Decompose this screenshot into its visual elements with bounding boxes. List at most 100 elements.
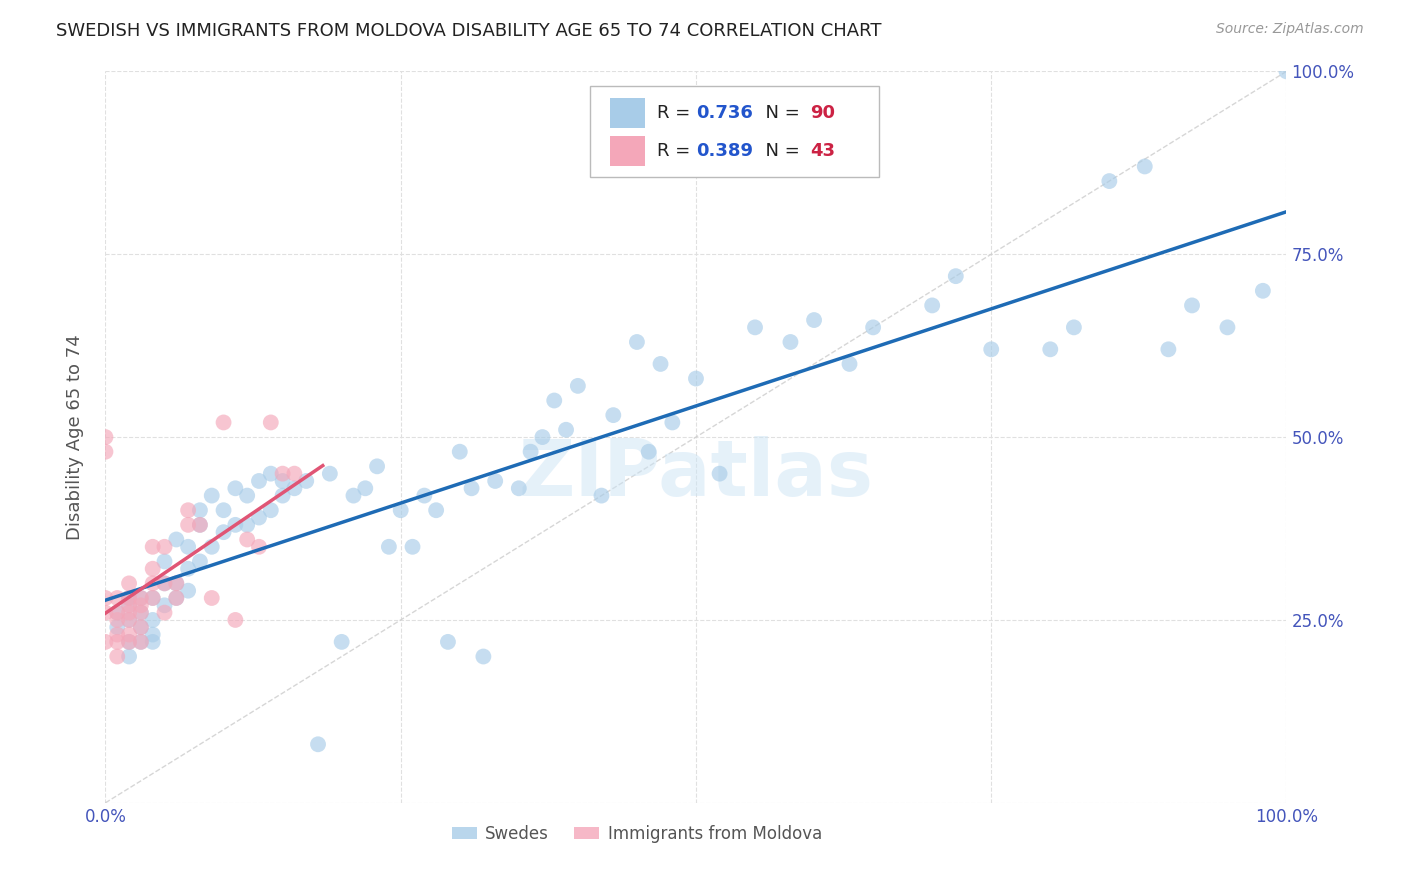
Point xyxy=(188,503,211,517)
Point xyxy=(425,503,447,517)
Point xyxy=(129,606,152,620)
Point xyxy=(1157,343,1180,357)
Point xyxy=(177,517,200,532)
Point xyxy=(118,613,141,627)
Point xyxy=(118,627,141,641)
Point xyxy=(142,591,165,605)
Point xyxy=(105,613,128,627)
Point xyxy=(118,576,141,591)
Point xyxy=(142,635,165,649)
Point xyxy=(105,591,128,605)
Point xyxy=(142,576,165,591)
Text: R =: R = xyxy=(657,104,696,122)
Point xyxy=(129,620,152,634)
FancyBboxPatch shape xyxy=(610,98,645,128)
Point xyxy=(94,444,117,458)
Point xyxy=(1063,320,1085,334)
Point xyxy=(129,591,152,605)
Point xyxy=(389,503,412,517)
Point xyxy=(129,599,152,613)
Text: 90: 90 xyxy=(810,104,835,122)
Text: ZIPatlas: ZIPatlas xyxy=(519,435,873,512)
Text: R =: R = xyxy=(657,142,696,160)
Point xyxy=(413,489,436,503)
Point xyxy=(177,583,200,598)
Point xyxy=(153,540,176,554)
Point xyxy=(94,606,117,620)
Point xyxy=(236,517,259,532)
Point xyxy=(460,481,482,495)
Point xyxy=(201,540,224,554)
Point xyxy=(212,416,235,430)
Point xyxy=(212,525,235,540)
Point xyxy=(508,481,530,495)
Point xyxy=(188,554,211,568)
Point xyxy=(1216,320,1239,334)
Point xyxy=(519,444,541,458)
FancyBboxPatch shape xyxy=(610,136,645,166)
Point xyxy=(118,613,141,627)
Point xyxy=(709,467,731,481)
Text: 0.389: 0.389 xyxy=(696,142,754,160)
Point xyxy=(177,540,200,554)
Point xyxy=(437,635,460,649)
Point xyxy=(626,334,648,349)
Point xyxy=(779,334,801,349)
Point xyxy=(177,503,200,517)
Point xyxy=(271,467,294,481)
Point xyxy=(212,503,235,517)
Point xyxy=(105,606,128,620)
Point xyxy=(330,635,353,649)
Point xyxy=(153,576,176,591)
Point xyxy=(449,444,471,458)
Point xyxy=(105,635,128,649)
Point xyxy=(661,416,683,430)
Point xyxy=(142,591,165,605)
Point xyxy=(744,320,766,334)
Point xyxy=(129,635,152,649)
Point xyxy=(165,591,187,605)
Point xyxy=(260,503,283,517)
Point xyxy=(1275,64,1298,78)
Point xyxy=(118,649,141,664)
Point xyxy=(165,576,187,591)
Point xyxy=(153,599,176,613)
Point xyxy=(366,459,388,474)
Legend: Swedes, Immigrants from Moldova: Swedes, Immigrants from Moldova xyxy=(446,818,828,849)
Point xyxy=(319,467,342,481)
Point xyxy=(484,474,506,488)
Point xyxy=(283,481,305,495)
Point xyxy=(236,489,259,503)
Point xyxy=(472,649,495,664)
Point xyxy=(602,408,624,422)
Point xyxy=(142,562,165,576)
Point xyxy=(105,649,128,664)
Point xyxy=(247,474,270,488)
Point xyxy=(118,591,141,605)
Point xyxy=(153,576,176,591)
Point xyxy=(105,627,128,641)
Point xyxy=(165,533,187,547)
Point xyxy=(165,576,187,591)
Point xyxy=(129,635,152,649)
Point xyxy=(94,635,117,649)
Point xyxy=(201,489,224,503)
Point xyxy=(980,343,1002,357)
Point xyxy=(247,540,270,554)
Point xyxy=(224,517,246,532)
Point xyxy=(567,379,589,393)
Point xyxy=(118,591,141,605)
Point xyxy=(271,474,294,488)
Y-axis label: Disability Age 65 to 74: Disability Age 65 to 74 xyxy=(66,334,84,540)
Point xyxy=(236,533,259,547)
Point xyxy=(862,320,884,334)
Point xyxy=(307,737,329,751)
Point xyxy=(129,620,152,634)
Point xyxy=(1133,160,1156,174)
Point xyxy=(94,591,117,605)
Point xyxy=(105,606,128,620)
Point xyxy=(94,430,117,444)
Text: 0.736: 0.736 xyxy=(696,104,752,122)
Point xyxy=(118,599,141,613)
Point xyxy=(142,613,165,627)
